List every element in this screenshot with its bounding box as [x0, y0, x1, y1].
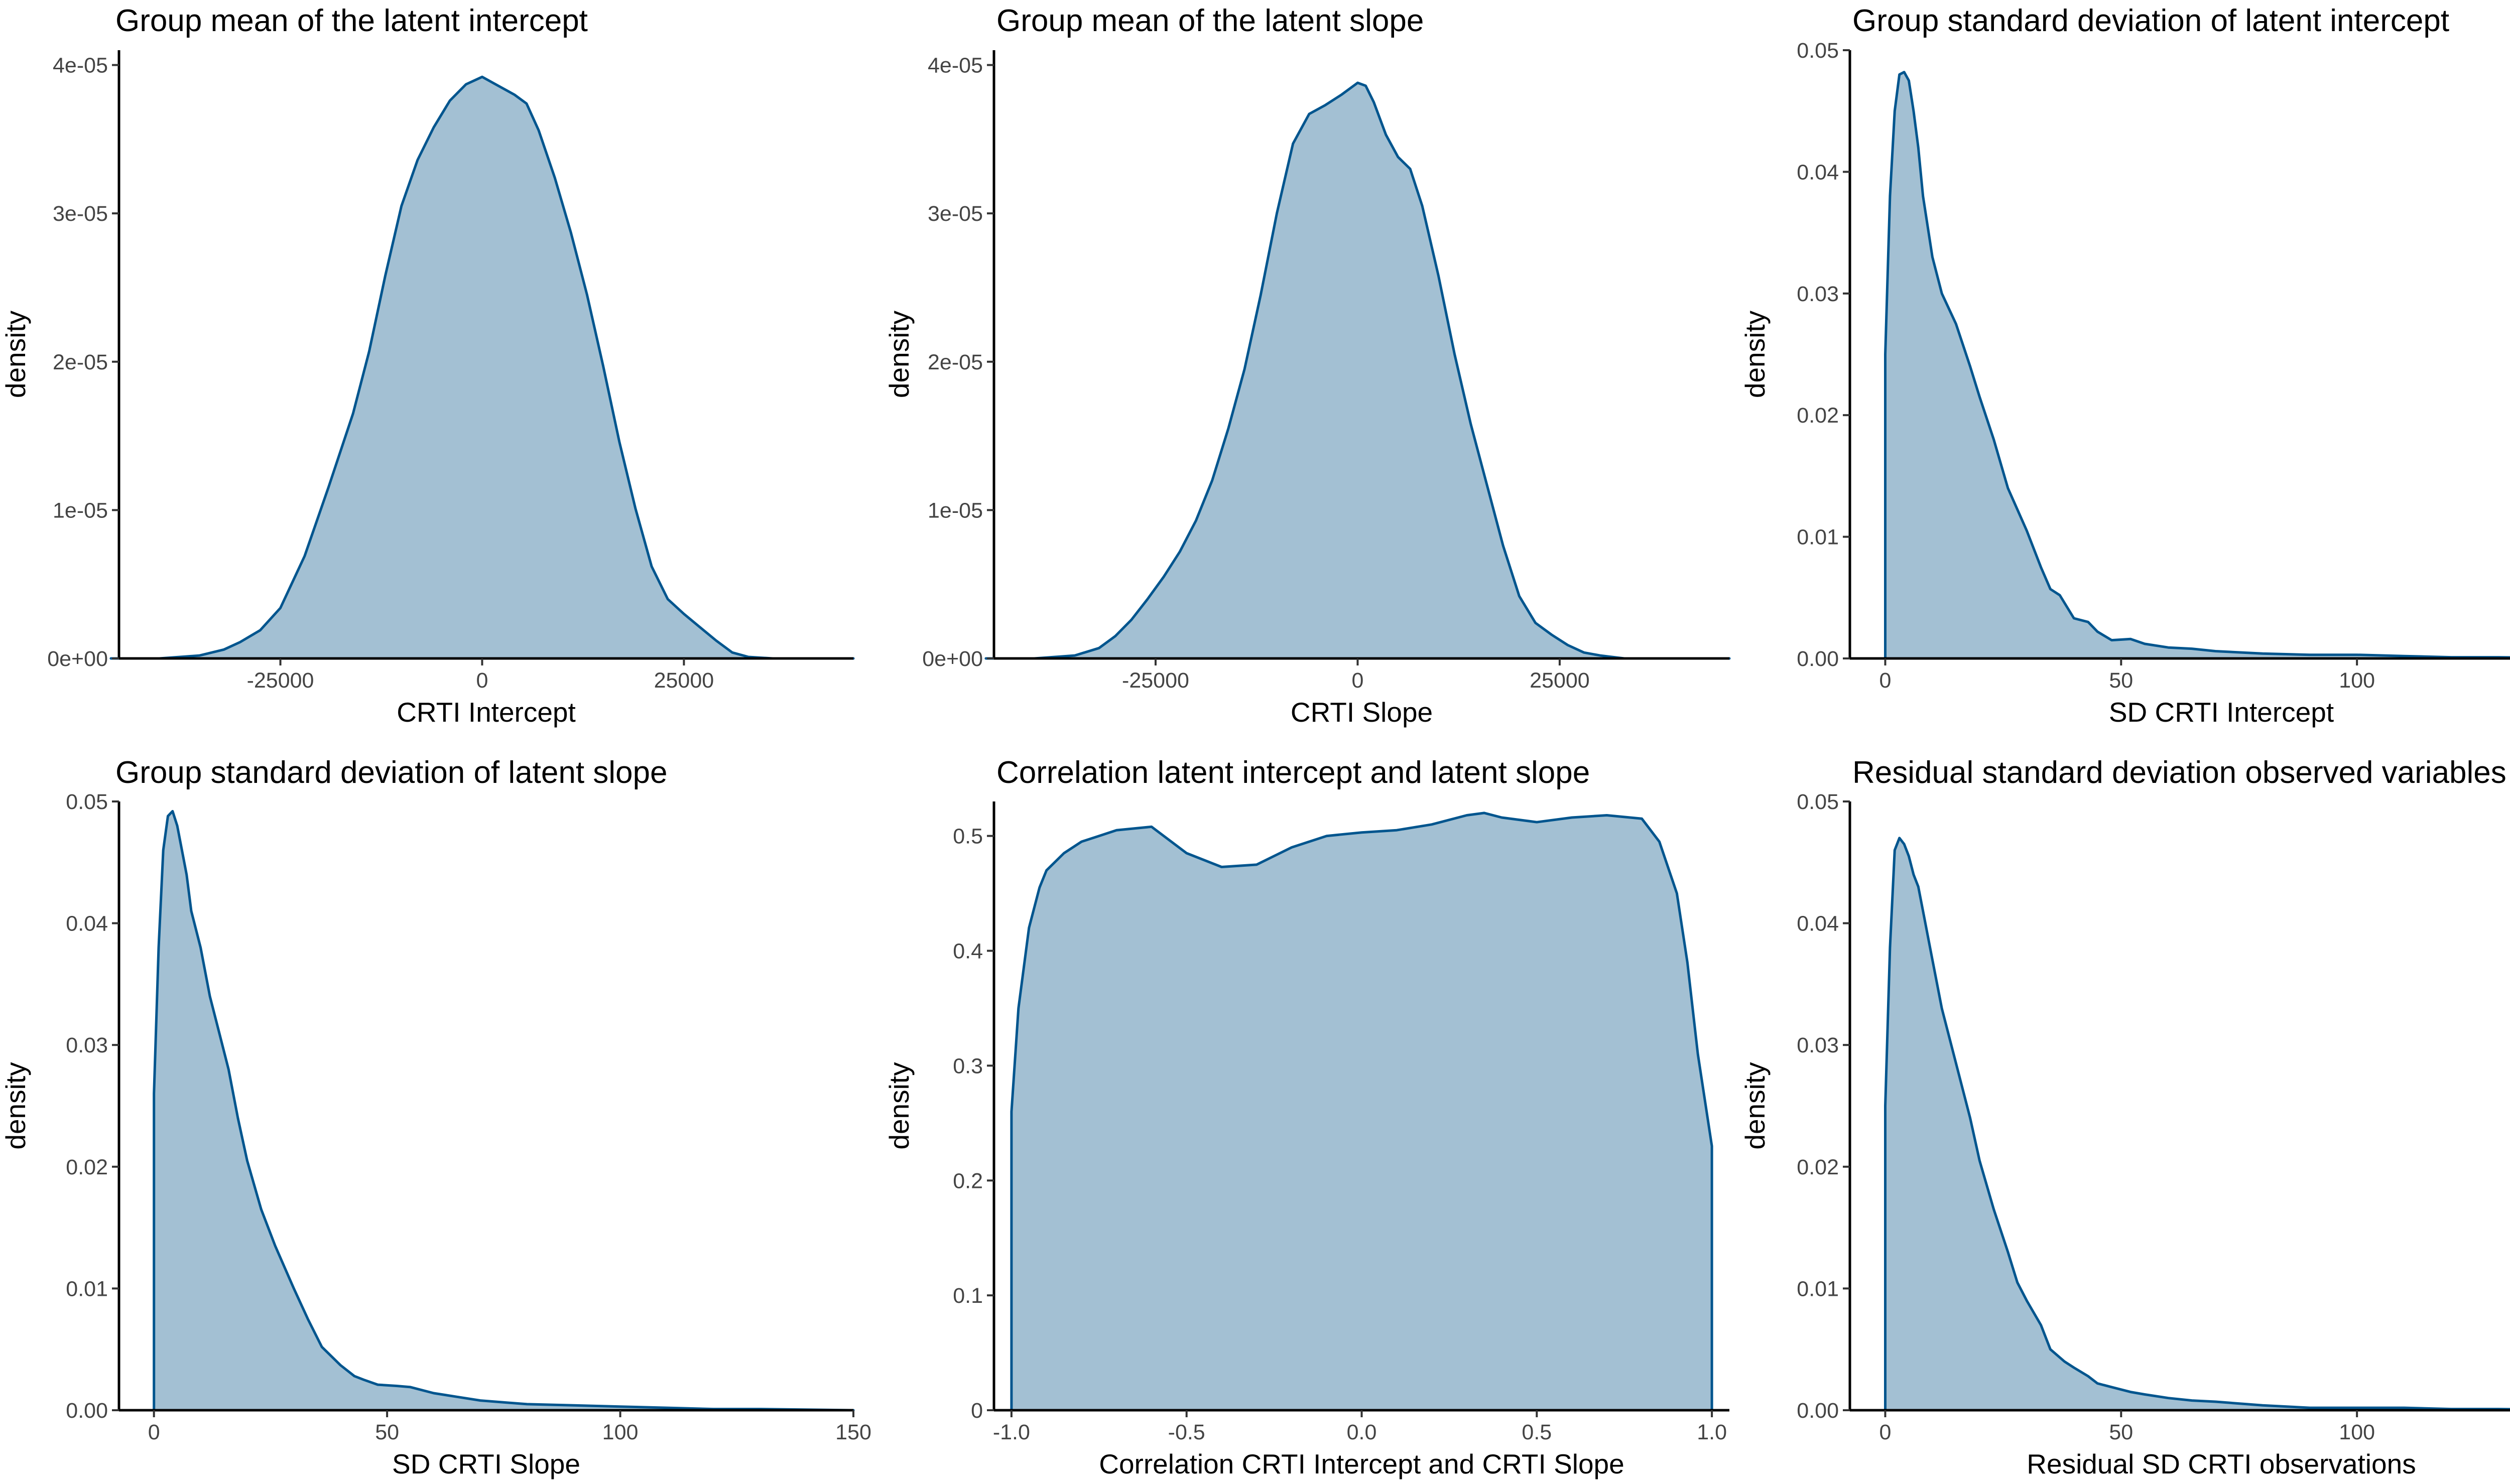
panel-title: Group standard deviation of latent inter…	[1852, 4, 2449, 38]
y-tick-label: 0.04	[66, 912, 108, 936]
x-tick-label: 100	[2339, 1420, 2375, 1444]
x-tick-label: -0.5	[1168, 1420, 1205, 1444]
y-tick-label: 0.02	[66, 1155, 108, 1179]
y-tick-label: 3e-05	[928, 202, 983, 226]
y-tick-label: 0e+00	[47, 647, 108, 671]
y-tick-label: 3e-05	[53, 202, 108, 226]
x-tick-label: 0	[148, 1420, 160, 1444]
density-line	[1884, 71, 2510, 660]
y-tick-label: 0.00	[66, 1399, 108, 1423]
y-axis-label: density	[1739, 310, 1771, 398]
panel-6: Residual standard deviation observed var…	[1739, 755, 2510, 1479]
panel-title: Residual standard deviation observed var…	[1852, 755, 2506, 790]
y-tick-label: 0.04	[1797, 160, 1839, 184]
x-tick-label: -25000	[1122, 668, 1189, 693]
y-axis-label: density	[884, 310, 915, 398]
y-tick-label: 0.01	[1797, 1277, 1839, 1301]
y-tick-label: 0.05	[1797, 790, 1839, 814]
x-tick-label: 100	[2339, 668, 2375, 693]
panel-4: Group standard deviation of latent slope…	[0, 755, 871, 1479]
x-tick-label: 100	[602, 1420, 639, 1444]
panel-2: Group mean of the latent slope -25000 0 250…	[884, 4, 1731, 728]
y-axis-label: density	[0, 1062, 31, 1150]
density-line	[109, 75, 855, 660]
y-tick-label: 4e-05	[928, 54, 983, 78]
density-line	[153, 810, 855, 1412]
panel-5: Correlation latent intercept and latent …	[884, 755, 1729, 1479]
density-line	[1010, 812, 1713, 1412]
y-tick-label: 0	[971, 1399, 983, 1423]
y-tick-label: 0.01	[1797, 525, 1839, 550]
x-tick-label: 0	[1879, 668, 1892, 693]
x-tick-label: 0	[1351, 668, 1363, 693]
x-tick-label: -25000	[247, 668, 314, 693]
x-axis-label: SD CRTI Slope	[392, 1448, 580, 1479]
y-tick-label: 0.03	[66, 1033, 108, 1057]
y-tick-label: 0.2	[953, 1169, 983, 1193]
y-tick-label: 0.4	[953, 939, 983, 964]
y-tick-label: 1e-05	[53, 498, 108, 522]
x-tick-label: 0.0	[1347, 1420, 1377, 1444]
x-tick-label: 0	[476, 668, 488, 693]
x-tick-label: 25000	[1530, 668, 1590, 693]
x-tick-label: 1.0	[1697, 1420, 1727, 1444]
y-axis-label: density	[1739, 1062, 1771, 1150]
density-line	[1884, 837, 2510, 1412]
y-tick-label: 0.00	[1797, 1399, 1839, 1423]
x-axis-label: SD CRTI Intercept	[2109, 697, 2334, 728]
density-area	[154, 811, 854, 1410]
y-tick-label: 2e-05	[928, 350, 983, 374]
y-tick-label: 0.02	[1797, 1155, 1839, 1179]
density-area	[985, 83, 1729, 658]
y-tick-label: 0.02	[1797, 403, 1839, 428]
x-tick-label: 150	[835, 1420, 871, 1444]
x-axis-label: CRTI Intercept	[397, 697, 576, 728]
x-tick-label: -1.0	[993, 1420, 1030, 1444]
panel-3: Group standard deviation of latent inter…	[1739, 4, 2510, 728]
y-tick-label: 4e-05	[53, 54, 108, 78]
density-area	[1011, 813, 1712, 1410]
y-axis-label: density	[884, 1062, 915, 1150]
panel-title: Group mean of the latent slope	[996, 4, 1424, 38]
y-tick-label: 0.1	[953, 1284, 983, 1308]
y-tick-label: 0.3	[953, 1054, 983, 1078]
y-tick-label: 0.01	[66, 1277, 108, 1301]
y-tick-label: 0.04	[1797, 912, 1839, 936]
y-tick-label: 0.05	[66, 790, 108, 814]
panel-1: Group mean of the latent intercept -25000…	[0, 4, 855, 728]
density-area	[1885, 72, 2510, 658]
y-tick-label: 0.05	[1797, 39, 1839, 63]
y-tick-label: 0.5	[953, 825, 983, 849]
x-tick-label: 25000	[654, 668, 714, 693]
y-tick-label: 0.03	[1797, 1033, 1839, 1057]
y-tick-label: 0e+00	[922, 647, 983, 671]
x-tick-label: 0.5	[1522, 1420, 1552, 1444]
y-tick-label: 0.03	[1797, 282, 1839, 306]
x-tick-label: 50	[2109, 1420, 2133, 1444]
y-tick-label: 2e-05	[53, 350, 108, 374]
x-axis-label: Residual SD CRTI observations	[2027, 1448, 2416, 1479]
y-tick-label: 0.00	[1797, 647, 1839, 671]
x-tick-label: 0	[1879, 1420, 1892, 1444]
y-axis-label: density	[0, 310, 31, 398]
panel-title: Correlation latent intercept and latent …	[996, 755, 1590, 790]
density-line	[984, 81, 1731, 660]
density-area	[1885, 838, 2510, 1410]
y-tick-label: 1e-05	[928, 498, 983, 522]
x-tick-label: 50	[375, 1420, 399, 1444]
density-area	[110, 77, 853, 659]
x-axis-label: Correlation CRTI Intercept and CRTI Slop…	[1099, 1448, 1624, 1479]
x-tick-label: 50	[2109, 668, 2133, 693]
x-axis-label: CRTI Slope	[1291, 697, 1433, 728]
panel-title: Group standard deviation of latent slope	[115, 755, 668, 790]
panel-title: Group mean of the latent intercept	[115, 4, 588, 38]
